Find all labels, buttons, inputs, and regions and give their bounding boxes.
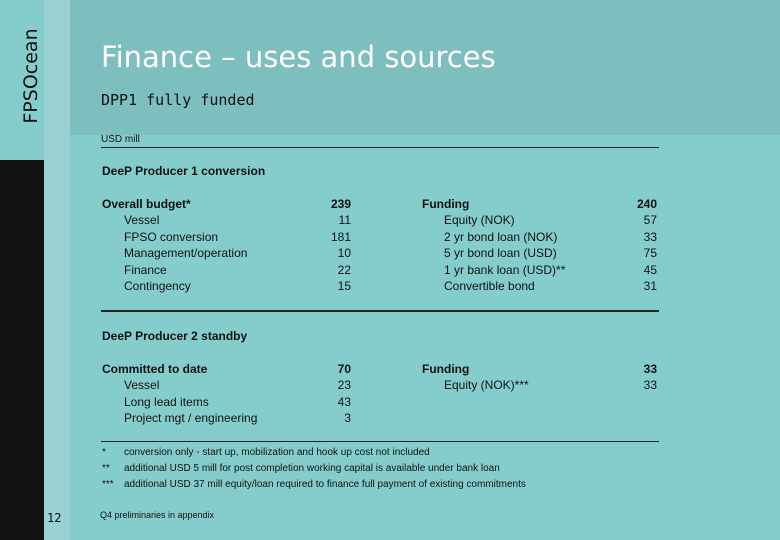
sources-row-label: Equity (NOK) <box>444 213 515 227</box>
uses-row-label: Project mgt / engineering <box>124 411 258 425</box>
sources-row-value: 57 <box>643 213 657 227</box>
footnote-text: additional USD 5 mill for post completio… <box>124 463 500 474</box>
section2-uses-label: Committed to date <box>102 362 208 376</box>
uses-row-label: Vessel <box>124 213 160 227</box>
units-label: USD mill <box>101 134 140 145</box>
sources-row-label: Convertible bond <box>444 279 535 293</box>
uses-row-value: 22 <box>337 263 351 277</box>
footnote-mark: *** <box>102 479 114 490</box>
title-band <box>70 0 780 135</box>
uses-row-label: Vessel <box>124 378 160 392</box>
logo: FPSOcean <box>0 0 44 160</box>
section1-sources-total: 240 <box>636 197 657 211</box>
footnote-text: conversion only - start up, mobilization… <box>124 447 430 458</box>
uses-row-value: 181 <box>330 230 351 244</box>
uses-row-label: Management/operation <box>124 246 248 260</box>
section2-sources-label: Funding <box>422 362 470 376</box>
divider-middle <box>101 310 659 312</box>
section2-heading: DeeP Producer 2 standby <box>102 329 248 343</box>
section1-uses-total: 239 <box>330 197 351 211</box>
section2-uses-total: 70 <box>337 362 351 376</box>
sources-row-value: 75 <box>643 246 657 260</box>
section1-heading: DeeP Producer 1 conversion <box>102 164 266 178</box>
uses-row-value: 23 <box>337 378 351 392</box>
section1-sources-label: Funding <box>422 197 470 211</box>
slide-title: Finance – uses and sources <box>101 40 496 74</box>
sources-row-value: 31 <box>643 279 657 293</box>
sidebar-stripe <box>44 0 70 540</box>
sources-row-label: Equity (NOK)*** <box>444 378 529 392</box>
uses-row-value: 11 <box>338 213 351 227</box>
footnote-text: additional USD 37 mill equity/loan requi… <box>124 479 526 490</box>
sources-row-label: 1 yr bank loan (USD)** <box>444 263 566 277</box>
section1-uses-label: Overall budget* <box>102 197 191 211</box>
uses-row-value: 15 <box>337 279 351 293</box>
uses-row-label: Finance <box>124 263 167 277</box>
footnote-mark: * <box>102 447 106 458</box>
footnote-mark: ** <box>102 463 110 474</box>
uses-row-value: 10 <box>337 246 351 260</box>
fpsocean-logo: FPSOcean <box>20 28 42 124</box>
sources-row-label: 2 yr bond loan (NOK) <box>444 230 558 244</box>
sources-row-value: 33 <box>643 230 657 244</box>
sources-row-label: 5 yr bond loan (USD) <box>444 246 557 260</box>
divider-top <box>101 147 659 148</box>
sources-row-value: 33 <box>643 378 657 392</box>
sources-row-value: 45 <box>643 263 657 277</box>
footer-note: Q4 preliminaries in appendix <box>100 510 215 520</box>
page-number: 12 <box>47 511 62 525</box>
divider-bottom <box>101 441 659 442</box>
uses-row-value: 3 <box>344 411 351 425</box>
uses-row-label: FPSO conversion <box>124 230 219 244</box>
section2-sources-total: 33 <box>643 362 657 376</box>
slide-subtitle: DPP1 fully funded <box>101 91 255 109</box>
uses-row-label: Long lead items <box>124 395 209 409</box>
uses-row-label: Contingency <box>124 279 191 293</box>
uses-row-value: 43 <box>337 395 351 409</box>
